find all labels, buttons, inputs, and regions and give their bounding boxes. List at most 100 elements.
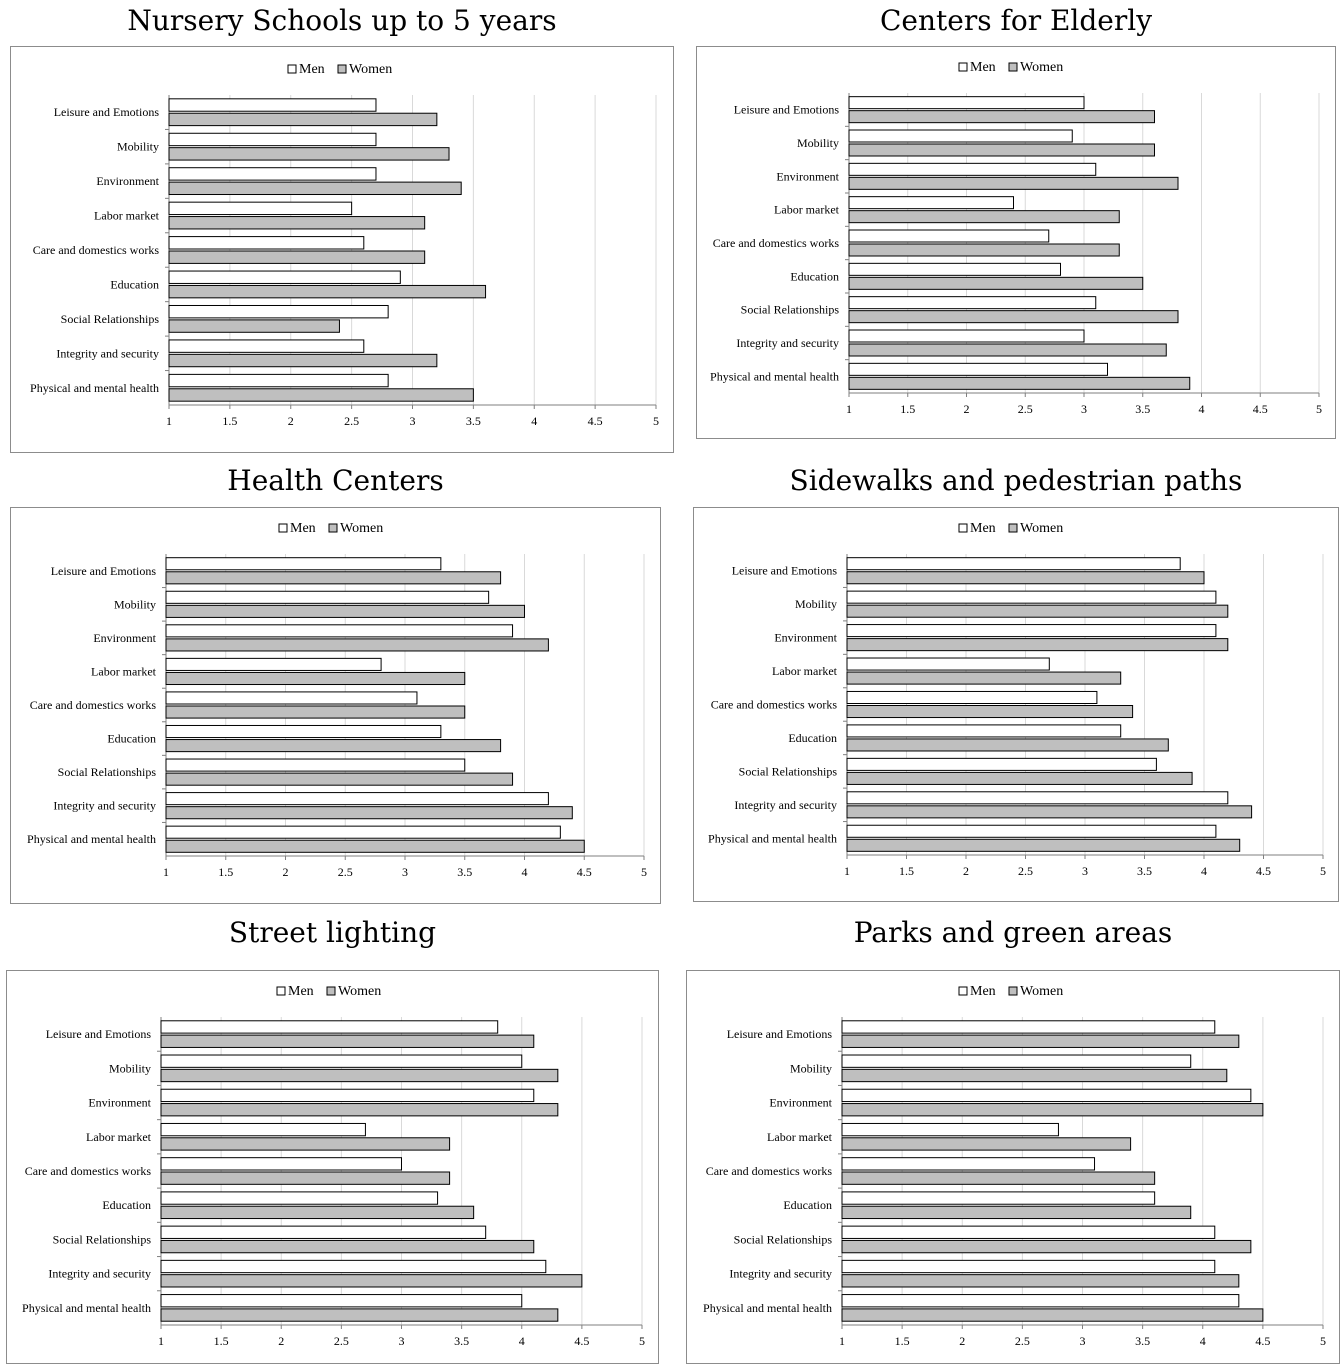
bar-men — [165, 825, 561, 839]
chart-frame: 1 1.5 2 2.5 3 3.5 4 4.5 5 Leisure and Emotions Mob… — [10, 507, 661, 904]
x-tick-label: 4 — [1200, 1334, 1206, 1348]
chart-title: Nursery Schools up to 5 years — [127, 4, 557, 37]
bar-men — [165, 724, 442, 739]
category-label: Labor market — [767, 1130, 833, 1144]
bar-men — [848, 129, 1073, 143]
bar-men — [846, 657, 1050, 671]
legend-swatch-men — [287, 64, 297, 74]
category-label: Social Relationships — [58, 765, 157, 779]
legend-label-women: Women — [1020, 60, 1063, 75]
chart-frame: 1 1.5 2 2.5 3 3.5 4 4.5 5 Leisure and Emotions Mob… — [10, 46, 674, 453]
legend-swatch-women — [1008, 62, 1018, 72]
x-tick-label: 3 — [399, 1334, 405, 1348]
legend-label-men: Men — [970, 984, 996, 999]
x-tick-label: 2.5 — [1018, 402, 1033, 416]
x-tick-label: 1.5 — [214, 1334, 229, 1348]
bar-women — [848, 143, 1155, 157]
bar-women — [841, 1308, 1264, 1322]
x-tick-label: 5 — [639, 1334, 645, 1348]
bar-women — [846, 771, 1193, 785]
x-tick-label: 4 — [1201, 864, 1207, 878]
bar-men — [168, 236, 365, 250]
bar-women — [165, 839, 585, 853]
x-tick-label: 5 — [1320, 1334, 1326, 1348]
category-label: Care and domestics works — [30, 698, 157, 712]
x-tick-label: 1 — [158, 1334, 164, 1348]
bar-men — [841, 1054, 1192, 1068]
category-label: Social Relationships — [734, 1232, 833, 1246]
legend-label-women: Women — [340, 521, 383, 536]
x-tick-label: 2.5 — [344, 414, 359, 428]
x-tick-label: 4 — [531, 414, 537, 428]
bar-women — [848, 376, 1191, 390]
category-label: Mobility — [117, 140, 159, 154]
x-tick-label: 1.5 — [895, 1334, 910, 1348]
bar-men — [160, 1122, 366, 1137]
category-label: Leisure and Emotions — [54, 105, 160, 119]
category-label: Labor market — [772, 664, 838, 678]
category-label: Physical and mental health — [708, 831, 837, 845]
bar-men — [846, 724, 1122, 738]
x-tick-label: 1.5 — [222, 414, 237, 428]
bar-women — [168, 353, 438, 368]
chart-title: Parks and green areas — [853, 916, 1173, 949]
category-label: Education — [783, 1198, 832, 1212]
category-label: Integrity and security — [53, 799, 156, 813]
bar-women — [160, 1239, 535, 1254]
bar-women — [841, 1137, 1132, 1151]
x-tick-label: 1 — [846, 402, 852, 416]
bar-men — [168, 167, 377, 181]
x-tick-label: 4 — [522, 865, 528, 879]
category-label: Leisure and Emotions — [734, 103, 840, 117]
category-label: Leisure and Emotions — [732, 564, 838, 578]
bar-women — [168, 147, 450, 161]
category-label: Mobility — [114, 597, 156, 611]
category-label: Integrity and security — [729, 1267, 832, 1281]
x-tick-label: 3 — [1082, 864, 1088, 878]
chart-title: Street lighting — [228, 916, 437, 949]
bar-women — [160, 1068, 559, 1083]
bar-men — [848, 362, 1108, 376]
x-tick-label: 2 — [283, 865, 289, 879]
bar-men — [160, 1225, 487, 1239]
bar-men — [160, 1157, 402, 1171]
bar-men — [846, 690, 1098, 705]
x-tick-label: 3 — [410, 414, 416, 428]
x-tick-label: 2.5 — [338, 865, 353, 879]
x-tick-label: 4.5 — [574, 1334, 589, 1348]
legend-swatch-men — [958, 62, 968, 72]
bar-chart: 1 1.5 2 2.5 3 3.5 4 4.5 5 Leisure and Emotions Mob… — [703, 984, 1326, 1348]
category-label: Environment — [93, 631, 156, 645]
bar-men — [168, 304, 389, 319]
bar-women — [168, 112, 438, 127]
bar-men — [165, 557, 442, 571]
x-tick-label: 5 — [653, 414, 659, 428]
bar-men — [848, 162, 1097, 176]
legend-swatch-women — [1008, 986, 1018, 996]
bar-men — [846, 557, 1181, 571]
bar-men — [160, 1054, 523, 1068]
bar-chart: 1 1.5 2 2.5 3 3.5 4 4.5 5 Leisure and Emotions Mob… — [710, 60, 1322, 416]
category-label: Education — [788, 731, 837, 745]
legend-label-men: Men — [970, 521, 996, 536]
bar-men — [848, 329, 1085, 343]
bar-men — [165, 624, 514, 638]
bar-men — [168, 132, 377, 147]
legend: Men Women — [276, 984, 381, 999]
bar-men — [165, 590, 490, 604]
category-label: Care and domestics works — [706, 1164, 833, 1178]
x-tick-label: 2 — [964, 402, 970, 416]
category-label: Environment — [769, 1096, 832, 1110]
x-tick-label: 4.5 — [1256, 864, 1271, 878]
bar-men — [160, 1088, 535, 1103]
category-label: Environment — [776, 169, 839, 183]
bar-men — [165, 758, 466, 772]
legend-swatch-men — [278, 523, 288, 533]
legend-label-women: Women — [1020, 521, 1063, 536]
bar-women — [165, 705, 466, 719]
legend-swatch-women — [326, 986, 336, 996]
category-label: Environment — [774, 631, 837, 645]
bar-women — [846, 705, 1134, 719]
legend-label-men: Men — [288, 984, 314, 999]
bar-women — [846, 638, 1229, 652]
